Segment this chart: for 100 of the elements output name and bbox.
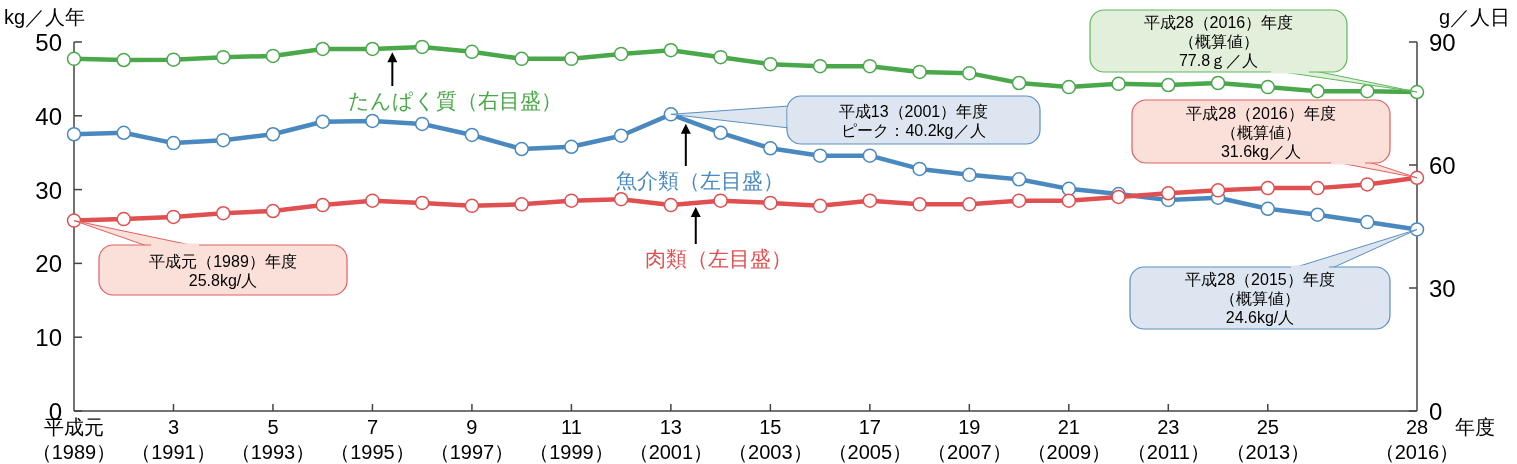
point	[66, 213, 82, 228]
annotation: 77.8ｇ／人	[1178, 52, 1259, 70]
x-axis-title: 年度	[1455, 416, 1495, 438]
annotation: （概算値）	[1178, 33, 1259, 50]
point	[763, 195, 778, 211]
point	[812, 58, 828, 74]
point	[1260, 180, 1276, 196]
point	[464, 198, 480, 214]
point	[962, 167, 977, 183]
annotation: （概算値）	[1220, 290, 1300, 307]
y2-tick-label: 30	[1429, 275, 1456, 302]
point	[564, 139, 579, 155]
point	[862, 148, 878, 163]
point	[1360, 83, 1375, 99]
x-tick-label: 13（2001）	[628, 416, 714, 463]
y2-axis-title: g／人日	[1438, 6, 1510, 28]
point	[912, 64, 927, 80]
point	[1061, 193, 1077, 208]
point	[365, 193, 380, 208]
point	[564, 51, 579, 67]
point	[514, 51, 529, 67]
point	[962, 65, 977, 81]
point	[66, 127, 82, 142]
y-tick-label: 20	[35, 250, 62, 278]
point	[1111, 76, 1126, 92]
point	[663, 197, 679, 213]
point	[812, 148, 828, 163]
point	[1011, 172, 1027, 187]
point	[1409, 84, 1425, 100]
annotation: 平成28（2015）年度	[1185, 271, 1335, 288]
x-tick-label: 9（1997）	[429, 416, 515, 463]
x-tick-label: 17（2005）	[827, 416, 913, 463]
annotation: 平成13（2001）年度	[838, 102, 989, 120]
point	[962, 197, 977, 212]
y-axis-title: kg／人年	[4, 6, 86, 28]
point	[1360, 177, 1375, 192]
x-tick-label: 21（2009）	[1026, 416, 1112, 463]
point	[1161, 186, 1176, 201]
point	[1409, 170, 1425, 186]
y-tick-label: 30	[35, 176, 62, 204]
annotation: 平成28（2016）年度	[1186, 104, 1336, 122]
point	[315, 197, 330, 213]
annotation: 平成元（1989）年度	[149, 252, 297, 270]
text: 肉類（左目盛）	[644, 247, 792, 270]
x-tick-label: 19（2007）	[927, 416, 1012, 463]
point	[564, 193, 579, 208]
point	[166, 52, 181, 67]
point	[414, 195, 430, 211]
point	[66, 51, 82, 67]
point	[315, 114, 330, 129]
point	[265, 203, 281, 219]
point	[912, 161, 927, 177]
y2-tick-label: 60	[1429, 152, 1456, 179]
point	[116, 52, 131, 68]
point	[663, 42, 679, 58]
x-tick-label: 7（1995）	[330, 416, 415, 463]
y-tick-label: 50	[35, 29, 62, 56]
y2-tick-label: 90	[1429, 29, 1456, 56]
point	[1310, 83, 1325, 99]
point	[265, 127, 281, 142]
point	[1210, 183, 1226, 198]
point	[713, 125, 728, 141]
point	[763, 141, 778, 156]
x-tick-label: 11（1999）	[529, 416, 614, 463]
point	[613, 46, 629, 62]
point	[862, 193, 878, 208]
x-tick-label: 5（1993）	[230, 416, 316, 463]
annotation: 24.6kg/人	[1225, 309, 1295, 326]
point	[365, 41, 380, 57]
point	[365, 113, 380, 129]
point	[1161, 77, 1176, 93]
point	[464, 127, 480, 143]
point	[116, 211, 131, 227]
point	[1360, 214, 1375, 230]
point	[1011, 75, 1027, 91]
point	[613, 128, 629, 143]
point	[414, 116, 430, 132]
point	[1310, 180, 1325, 196]
point	[166, 135, 181, 151]
point	[215, 132, 231, 148]
point	[514, 141, 529, 157]
point	[315, 41, 330, 57]
x-tick-label: 25（2013）	[1225, 416, 1311, 463]
x-tick-label: 15（2003）	[728, 416, 813, 463]
point	[812, 198, 828, 214]
point	[1011, 193, 1027, 208]
point	[1409, 222, 1425, 237]
x-tick-label: 23（2011）	[1126, 416, 1210, 463]
point	[265, 48, 281, 64]
point	[1310, 207, 1325, 222]
series-label: 魚介類（左目盛）	[616, 169, 784, 192]
y-tick-label: 40	[35, 102, 62, 130]
point	[713, 193, 728, 208]
point	[862, 58, 878, 74]
point	[763, 56, 778, 72]
annotation: （概算値）	[1221, 123, 1301, 141]
point	[166, 209, 181, 225]
series-label: たんぱく質（右目盛）	[348, 89, 562, 112]
text: 平成28（2016）年度	[1143, 14, 1294, 31]
point	[414, 39, 430, 55]
